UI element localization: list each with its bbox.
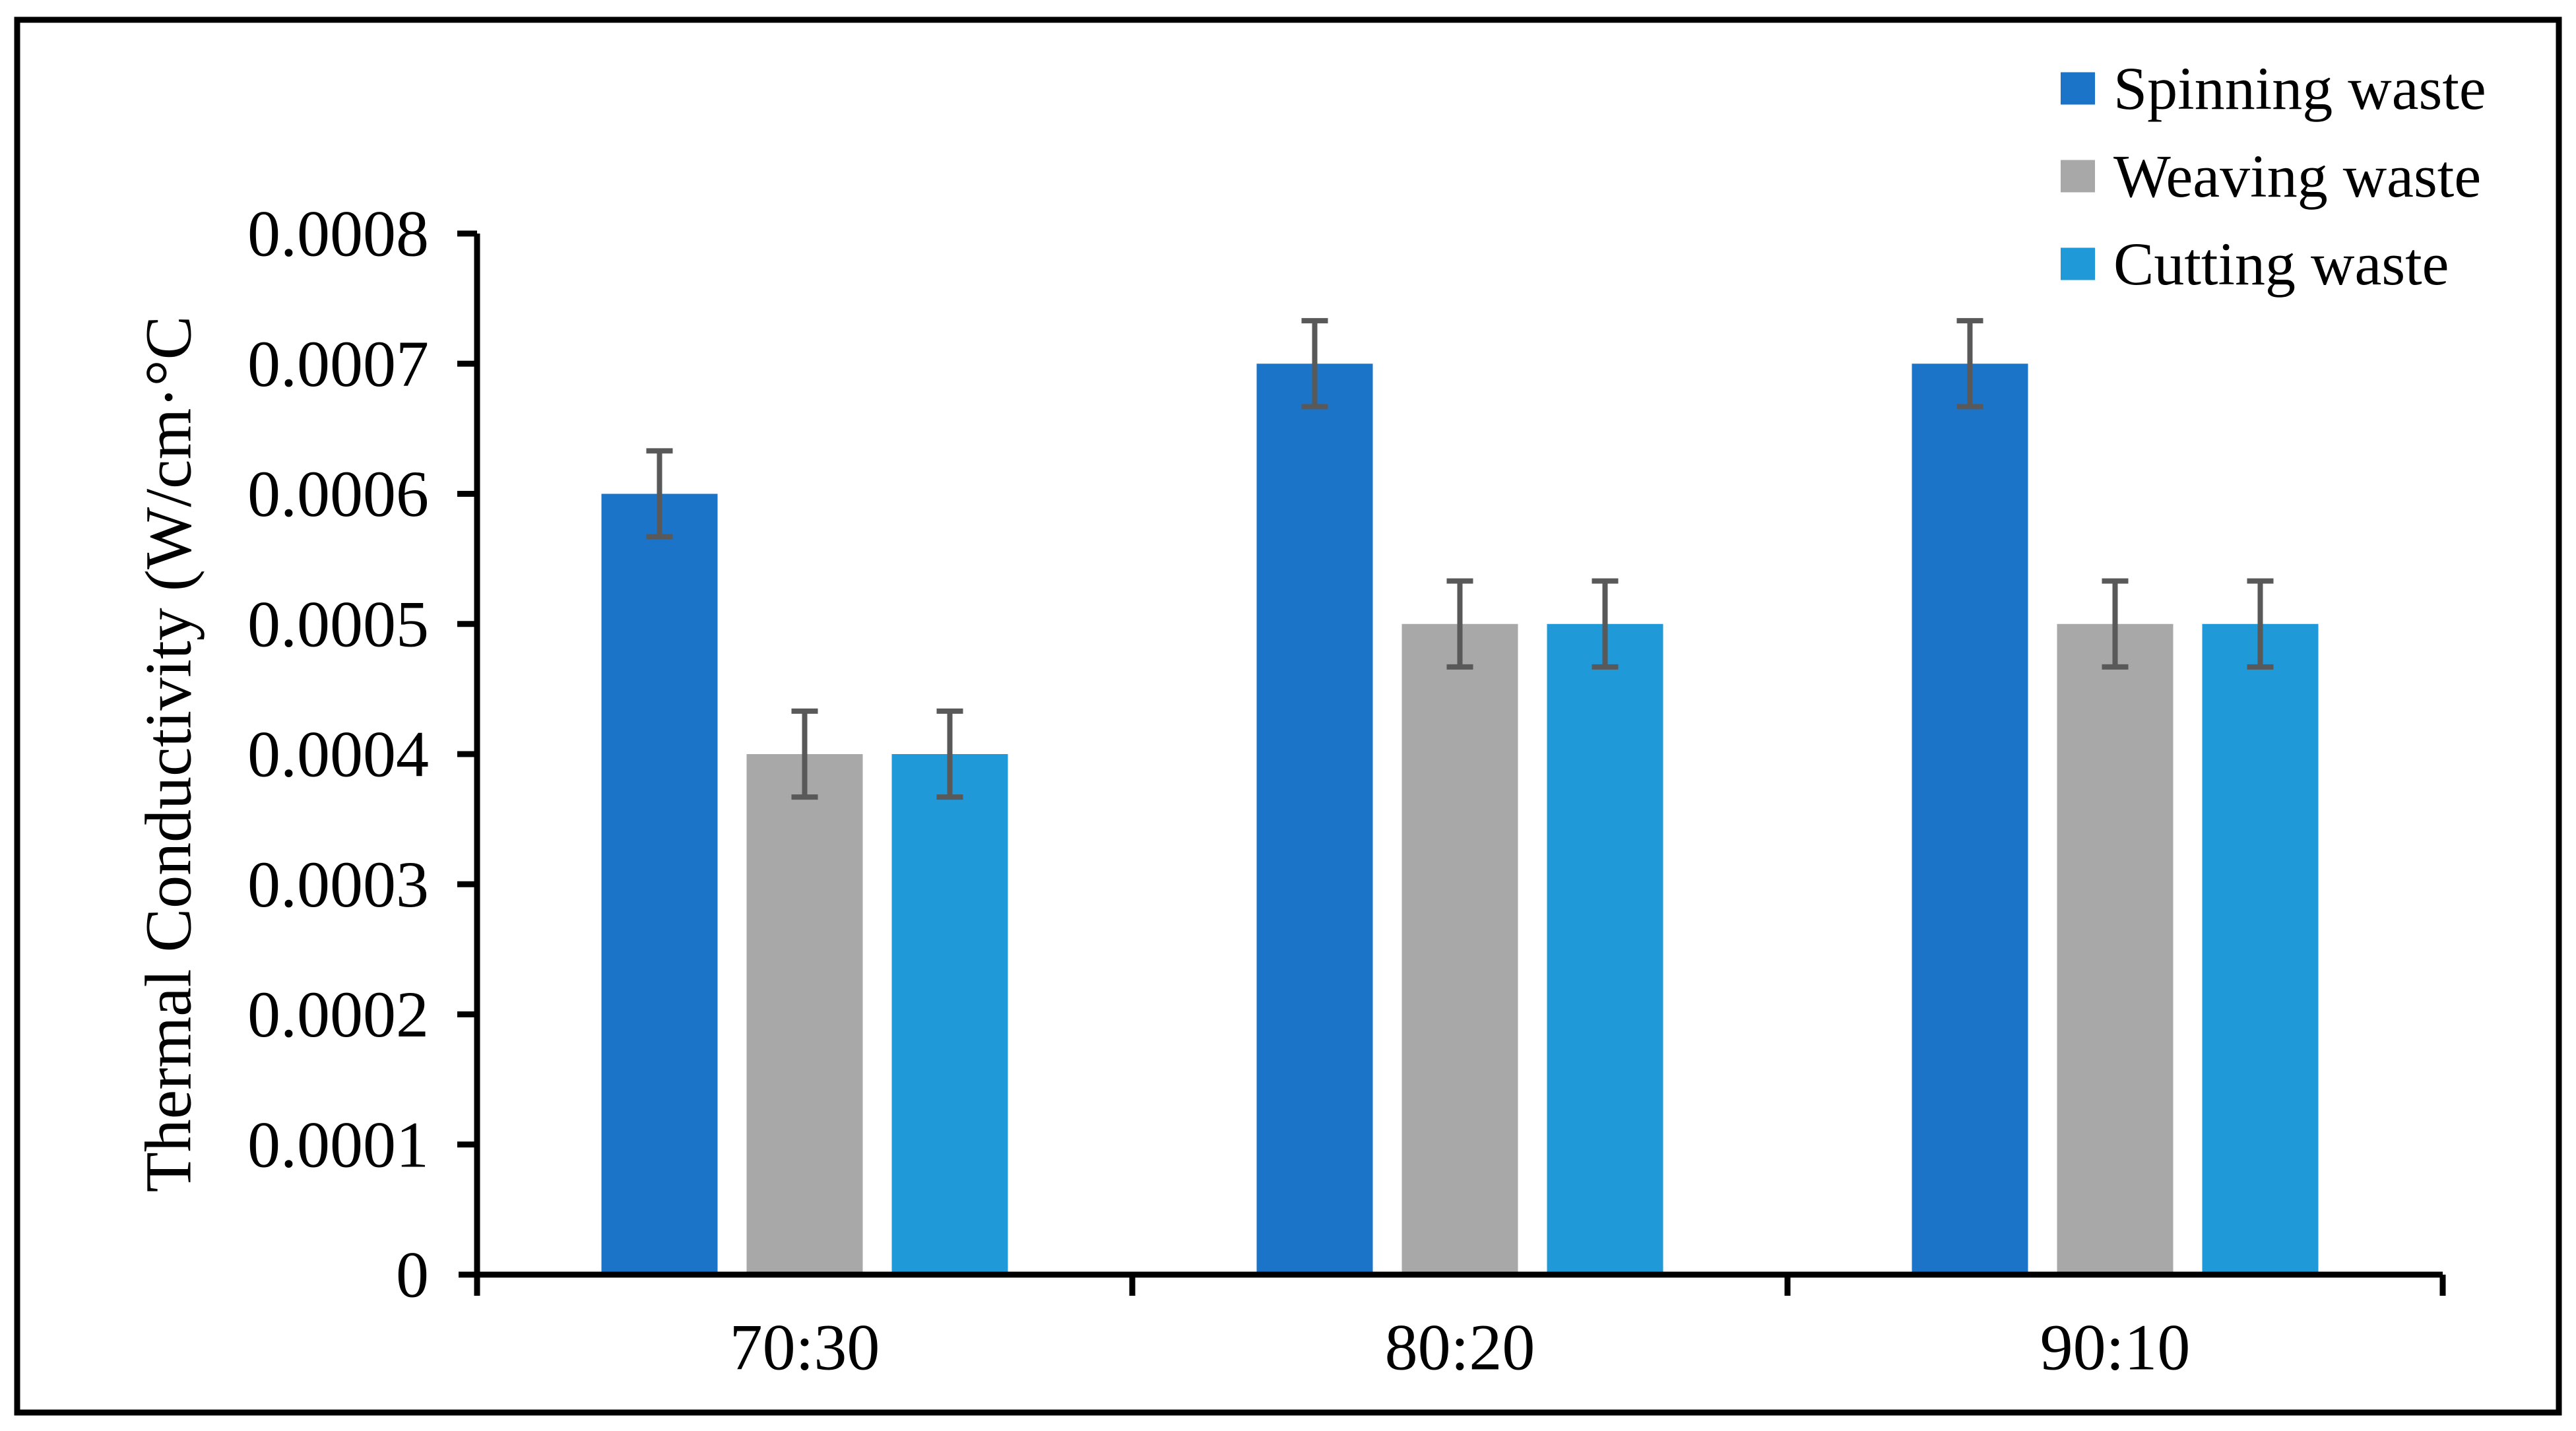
bar-weaving-waste-80-20 xyxy=(1401,623,1518,1275)
error-bar-cutting-waste-80-20 xyxy=(1592,578,1619,670)
y-tick-label: 0.0005 xyxy=(247,587,429,660)
bar-weaving-waste-90-10 xyxy=(2057,623,2174,1275)
legend: Spinning waste Weaving waste Cutting waste xyxy=(2061,55,2486,298)
legend-item-spinning-waste: Spinning waste xyxy=(2061,55,2486,122)
error-bar-spinning-waste-80-20 xyxy=(1301,318,1328,410)
bar-cutting-waste-90-10 xyxy=(2202,623,2319,1275)
y-tick-label: 0.0006 xyxy=(247,457,429,530)
y-tick-label: 0.0007 xyxy=(247,327,429,400)
x-category-label-90-10: 90:10 xyxy=(2040,1311,2191,1384)
error-bar-spinning-waste-70-30 xyxy=(646,448,673,540)
y-tick-label: 0 xyxy=(396,1238,429,1312)
legend-swatch-cutting-waste xyxy=(2061,247,2095,280)
y-tick-label: 0.0004 xyxy=(247,718,429,791)
legend-swatch-weaving-waste xyxy=(2061,160,2095,193)
bar-cutting-waste-80-20 xyxy=(1547,623,1663,1275)
bar-spinning-waste-90-10 xyxy=(1912,364,2028,1275)
legend-label-cutting-waste: Cutting waste xyxy=(2113,230,2449,298)
error-bar-spinning-waste-90-10 xyxy=(1956,318,1983,410)
y-tick-label: 0.0003 xyxy=(247,848,429,921)
error-bar-cutting-waste-90-10 xyxy=(2247,578,2274,670)
legend-label-spinning-waste: Spinning waste xyxy=(2113,55,2486,122)
figure-border xyxy=(14,16,2562,1416)
legend-swatch-spinning-waste xyxy=(2061,72,2095,105)
y-tick-label: 0.0001 xyxy=(247,1108,429,1181)
error-bar-weaving-waste-70-30 xyxy=(791,708,818,800)
x-category-label-70-30: 70:30 xyxy=(730,1311,880,1384)
y-axis-title: Thermal Conductivity (W/cm·°C xyxy=(132,316,205,1193)
error-bar-weaving-waste-90-10 xyxy=(2102,578,2129,670)
y-tick-label: 0.0008 xyxy=(247,197,429,270)
bar-spinning-waste-80-20 xyxy=(1256,364,1373,1275)
bar-weaving-waste-70-30 xyxy=(746,754,863,1275)
y-tick-label: 0.0002 xyxy=(247,978,429,1051)
legend-label-weaving-waste: Weaving waste xyxy=(2113,143,2481,210)
legend-item-weaving-waste: Weaving waste xyxy=(2061,143,2481,210)
x-category-label-80-20: 80:20 xyxy=(1385,1311,1535,1384)
bar-cutting-waste-70-30 xyxy=(891,754,1008,1275)
error-bar-cutting-waste-70-30 xyxy=(936,708,963,800)
bar-spinning-waste-70-30 xyxy=(601,493,718,1275)
error-bar-weaving-waste-80-20 xyxy=(1446,578,1473,670)
legend-item-cutting-waste: Cutting waste xyxy=(2061,230,2449,298)
